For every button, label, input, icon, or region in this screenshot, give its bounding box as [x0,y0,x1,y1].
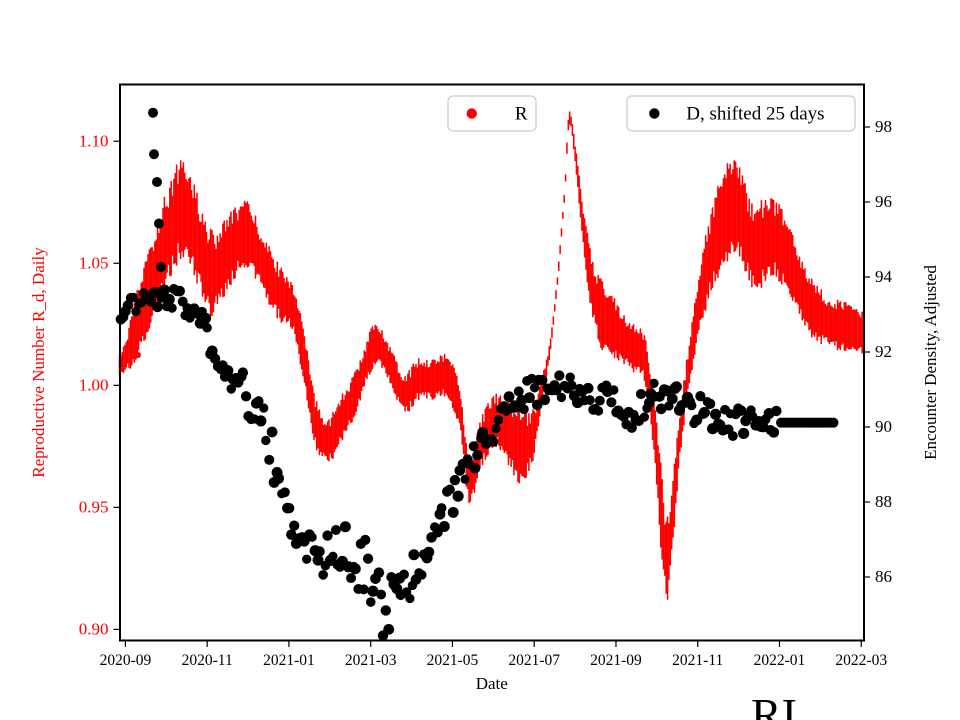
svg-text:88: 88 [875,492,892,511]
svg-text:1.05: 1.05 [79,253,109,272]
svg-text:2022-03: 2022-03 [835,652,887,669]
svg-text:Reproductive Number R_d, Daily: Reproductive Number R_d, Daily [29,247,48,478]
svg-text:90: 90 [875,417,892,436]
svg-text:2021-05: 2021-05 [427,652,479,669]
svg-text:1.10: 1.10 [79,131,109,150]
svg-text:2022-01: 2022-01 [754,652,806,669]
svg-text:98: 98 [875,117,892,136]
svg-text:R: R [515,104,528,125]
svg-text:2020-09: 2020-09 [100,652,152,669]
svg-text:Encounter Density, Adjusted: Encounter Density, Adjusted [921,265,940,460]
svg-text:96: 96 [875,192,892,211]
svg-text:D, shifted 25 days: D, shifted 25 days [686,104,824,125]
svg-text:RI: RI [751,689,797,720]
svg-text:2021-01: 2021-01 [263,652,315,669]
svg-text:92: 92 [875,342,892,361]
svg-text:1.00: 1.00 [79,375,109,394]
svg-text:2021-03: 2021-03 [345,652,397,669]
svg-text:2021-07: 2021-07 [508,652,560,669]
svg-text:0.90: 0.90 [79,619,109,638]
svg-text:2020-11: 2020-11 [182,652,233,669]
svg-text:86: 86 [875,567,892,586]
svg-text:2021-11: 2021-11 [672,652,723,669]
svg-text:Date: Date [476,674,508,693]
svg-text:94: 94 [875,267,893,286]
svg-text:2021-09: 2021-09 [590,652,642,669]
svg-text:0.95: 0.95 [79,497,109,516]
